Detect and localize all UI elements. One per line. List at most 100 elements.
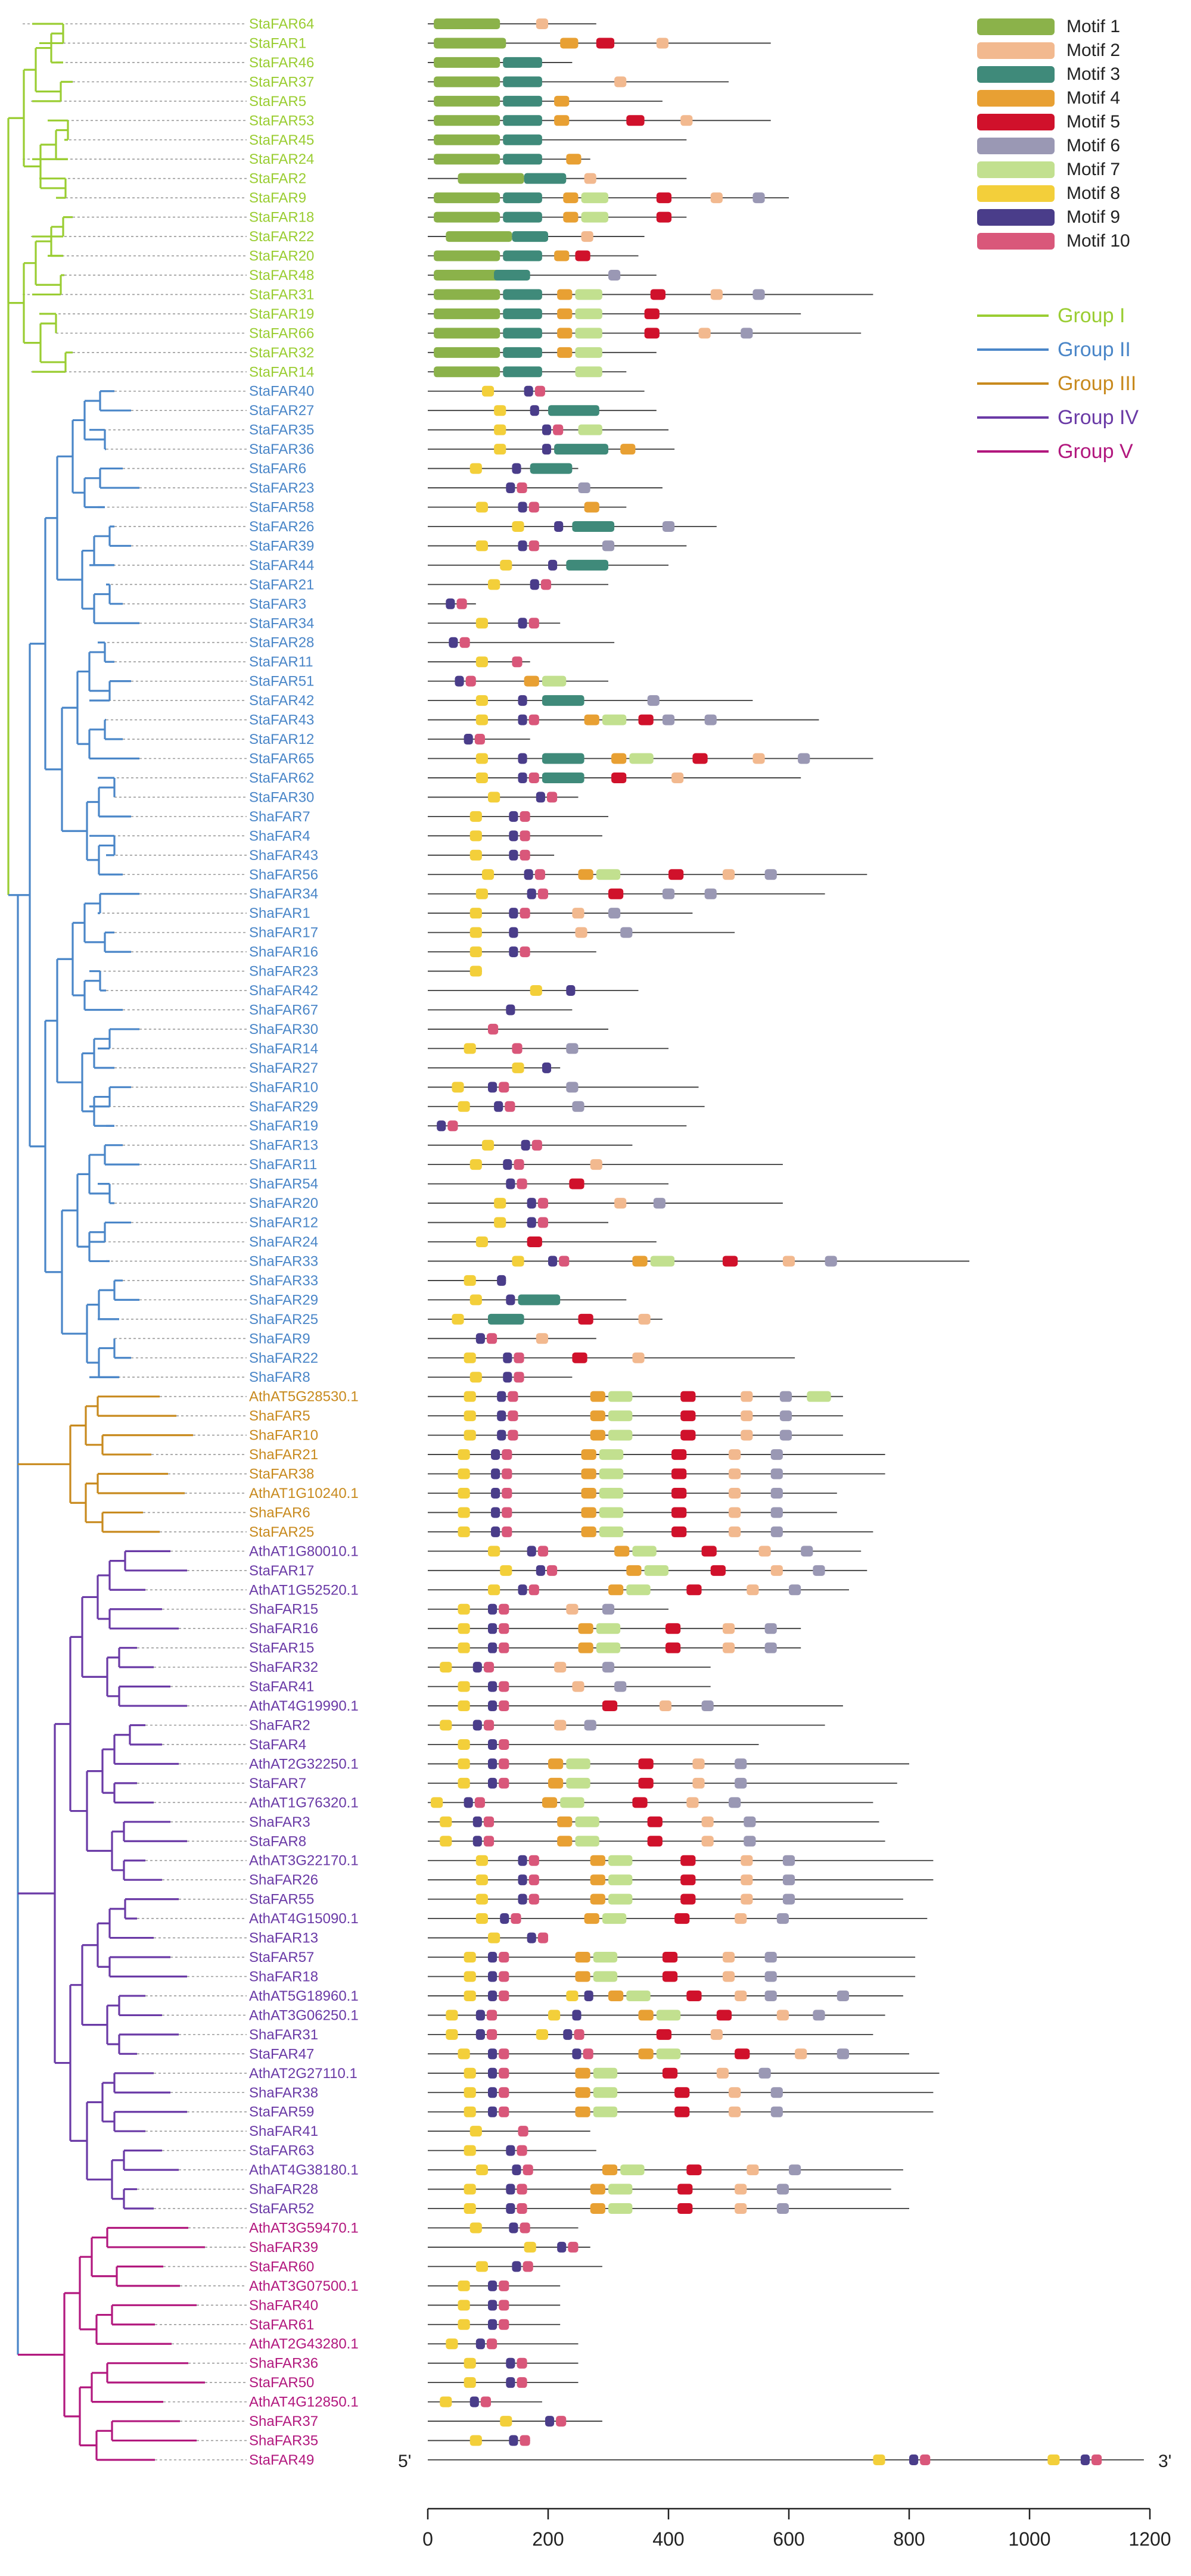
motif-box xyxy=(608,2183,633,2195)
motif-box xyxy=(608,2203,633,2214)
motif-box xyxy=(452,1313,464,1325)
motif-box xyxy=(614,1198,627,1209)
motif-box xyxy=(542,753,584,764)
motif-box xyxy=(770,1487,783,1499)
gene-label: StaFAR65 xyxy=(249,750,314,767)
motif-box xyxy=(581,231,593,242)
motif-box xyxy=(801,1546,813,1557)
motif-box xyxy=(512,1043,523,1054)
motif-box xyxy=(491,1487,500,1499)
motif-box xyxy=(499,1971,509,1982)
motif-box xyxy=(528,772,539,783)
motif-box xyxy=(514,1372,524,1383)
motif-box xyxy=(758,1546,771,1557)
gene-label: StaFAR7 xyxy=(249,1776,306,1792)
gene-label: ShaFAR29 xyxy=(249,1292,318,1308)
motif-box xyxy=(741,1855,753,1866)
motif-box xyxy=(469,849,482,861)
motif-box xyxy=(578,482,590,494)
motif-box xyxy=(458,1603,470,1615)
gene-label: ShaFAR25 xyxy=(249,1312,318,1328)
motif-box xyxy=(560,38,579,49)
motif-box xyxy=(671,772,684,783)
motif-box xyxy=(632,1352,645,1363)
motif-box xyxy=(566,1990,579,2001)
motif-box xyxy=(509,927,518,938)
motif-box xyxy=(644,328,660,339)
motif-box xyxy=(475,1855,488,1866)
motif-box xyxy=(590,1893,605,1905)
legend-swatch xyxy=(977,233,1055,250)
motif-box xyxy=(650,289,666,300)
motif-box xyxy=(475,2338,485,2350)
motif-box xyxy=(710,289,723,300)
motif-box xyxy=(662,1971,678,1982)
motif-box xyxy=(752,192,765,204)
motif-box xyxy=(722,1256,738,1267)
motif-box xyxy=(575,1816,599,1827)
gene-label: StaFAR50 xyxy=(249,2375,314,2391)
motif-box xyxy=(557,328,573,339)
motif-box xyxy=(491,1507,500,1518)
motif-box xyxy=(434,289,500,300)
gene-label: StaFAR52 xyxy=(249,2201,314,2217)
motif-box xyxy=(434,366,500,378)
motif-box xyxy=(472,1836,482,1847)
legend-swatch xyxy=(977,209,1055,226)
motif-box xyxy=(782,1893,795,1905)
gene-label: ShaFAR8 xyxy=(249,1369,310,1385)
motif-box xyxy=(593,2067,618,2079)
motif-box xyxy=(458,1526,470,1537)
motif-box xyxy=(566,1603,579,1615)
legend-label: Motif 10 xyxy=(1066,231,1130,251)
motif-box xyxy=(764,1990,777,2001)
motif-box xyxy=(520,946,530,958)
motif-box xyxy=(574,2029,584,2040)
motif-box xyxy=(464,1410,476,1422)
motif-box xyxy=(542,1797,558,1808)
motif-box xyxy=(449,637,458,648)
motif-box xyxy=(503,366,542,378)
motif-box xyxy=(521,1139,530,1151)
motif-box xyxy=(596,1623,621,1634)
motif-box xyxy=(434,211,500,223)
motif-box xyxy=(530,579,539,590)
motif-box xyxy=(488,1971,497,1982)
motif-box xyxy=(548,1256,558,1267)
motif-box xyxy=(542,424,552,435)
motif-box xyxy=(458,1700,470,1712)
motif-box xyxy=(518,1874,527,1886)
motif-box xyxy=(741,1874,753,1886)
gene-label: AthAT1G76320.1 xyxy=(249,1795,359,1811)
motif-box xyxy=(499,1952,509,1963)
motif-box xyxy=(701,1836,714,1847)
gene-label: StaFAR12 xyxy=(249,731,314,747)
motif-box xyxy=(662,714,675,725)
motif-box xyxy=(569,1178,584,1189)
motif-box xyxy=(509,830,518,842)
gene-label: StaFAR1 xyxy=(249,35,306,51)
motif-box xyxy=(499,1990,509,2001)
motif-box xyxy=(506,2183,515,2195)
motif-box xyxy=(747,2164,759,2176)
motif-box xyxy=(779,1429,792,1441)
motif-box xyxy=(508,1410,518,1422)
length-axis: 0 200 400 600 800 1000 1200 5' 3' xyxy=(398,2452,1171,2550)
gene-label: AthAT2G32250.1 xyxy=(249,1756,359,1772)
motif-box xyxy=(503,308,542,319)
motif-box xyxy=(518,502,527,513)
gene-label: ShaFAR3 xyxy=(249,1814,310,1830)
motif-box xyxy=(512,521,524,532)
motif-box xyxy=(542,772,584,783)
motif-box xyxy=(566,1777,590,1789)
motif-box xyxy=(671,1507,687,1518)
motif-box xyxy=(508,1429,518,1441)
motif-box xyxy=(434,269,500,281)
motif-box xyxy=(729,1449,741,1460)
legend-swatch xyxy=(977,90,1055,107)
motif-box xyxy=(518,695,527,706)
gene-label: ShaFAR29 xyxy=(249,1099,318,1115)
motif-box xyxy=(677,2203,693,2214)
motif-box xyxy=(518,753,527,764)
motif-box xyxy=(434,328,500,339)
